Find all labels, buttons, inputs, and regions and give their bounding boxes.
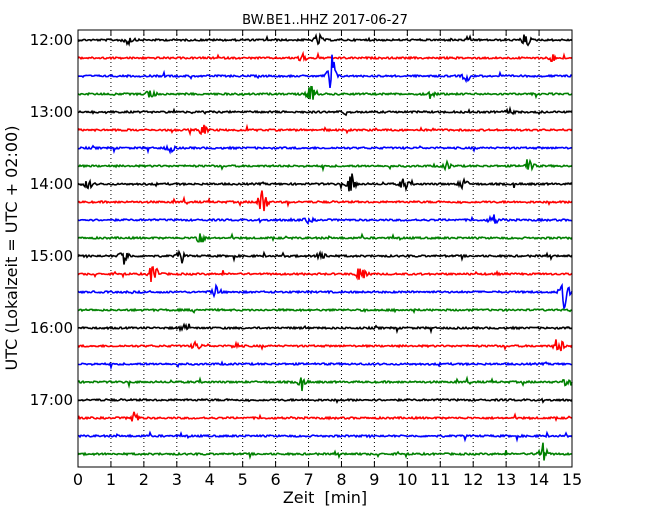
- trace-1515: [77, 265, 573, 283]
- y-axis: 12:00 13:00 14:00 15:00 16:00 17:00: [30, 31, 572, 409]
- trace-1215: [77, 50, 573, 63]
- y-tick-label: 14:00: [30, 175, 73, 193]
- plot-frame: [77, 29, 573, 468]
- trace-1330: [78, 143, 573, 155]
- x-tick-label: 1: [106, 470, 116, 489]
- y-tick-label: 12:00: [30, 31, 73, 49]
- trace-1230: [77, 54, 573, 88]
- grid-layer: [110, 30, 540, 467]
- y-tick-label: 15:00: [30, 247, 73, 265]
- trace-1200: [77, 32, 573, 47]
- trace-1500: [77, 249, 573, 265]
- y-axis-label: UTC (Lokalzeit = UTC + 02:00): [2, 126, 21, 371]
- x-tick-label: 5: [238, 470, 248, 489]
- trace-1700: [77, 397, 573, 405]
- trace-1530: [77, 282, 573, 309]
- x-tick-label: 13: [496, 470, 516, 489]
- x-tick-label: 2: [139, 470, 149, 489]
- trace-1645: [77, 375, 573, 392]
- y-tick-label: 13:00: [30, 103, 73, 121]
- trace-1730: [77, 430, 573, 443]
- trace-1445: [77, 232, 573, 243]
- y-tick-label: 16:00: [30, 319, 73, 337]
- x-tick-label: 6: [271, 470, 281, 489]
- y-tick-label: 17:00: [30, 391, 73, 409]
- trace-1400: [77, 173, 573, 193]
- trace-1300: [77, 105, 573, 117]
- trace-1630: [77, 360, 572, 371]
- x-tick-label: 0: [73, 470, 83, 489]
- chart-title: BW.BE1..HHZ 2017-06-27: [242, 13, 408, 28]
- x-tick-label: 8: [336, 470, 346, 489]
- trace-1745: [77, 442, 573, 461]
- x-tick-label: 15: [562, 470, 582, 489]
- trace-1615: [77, 339, 573, 352]
- trace-1345: [77, 158, 573, 173]
- trace-1545: [77, 307, 572, 315]
- x-tick-label: 3: [172, 470, 182, 489]
- x-axis-label: Zeit [min]: [283, 488, 367, 507]
- x-tick-label: 12: [463, 470, 483, 489]
- trace-1315: [77, 123, 573, 137]
- x-tick-label: 9: [369, 470, 379, 489]
- trace-1245: [77, 85, 573, 100]
- x-tick-label: 11: [430, 470, 450, 489]
- trace-1715: [77, 411, 573, 422]
- x-axis: 0 1 2 3 4 5 6 7 8 9 10 11 12 13 14 15: [73, 30, 582, 489]
- x-tick-label: 7: [303, 470, 313, 489]
- traces-layer: [77, 32, 573, 461]
- trace-1600: [77, 322, 573, 335]
- trace-1415: [77, 190, 573, 212]
- trace-1430: [77, 214, 573, 226]
- x-tick-label: 4: [205, 470, 215, 489]
- x-tick-label: 10: [397, 470, 417, 489]
- x-tick-label: 14: [529, 470, 549, 489]
